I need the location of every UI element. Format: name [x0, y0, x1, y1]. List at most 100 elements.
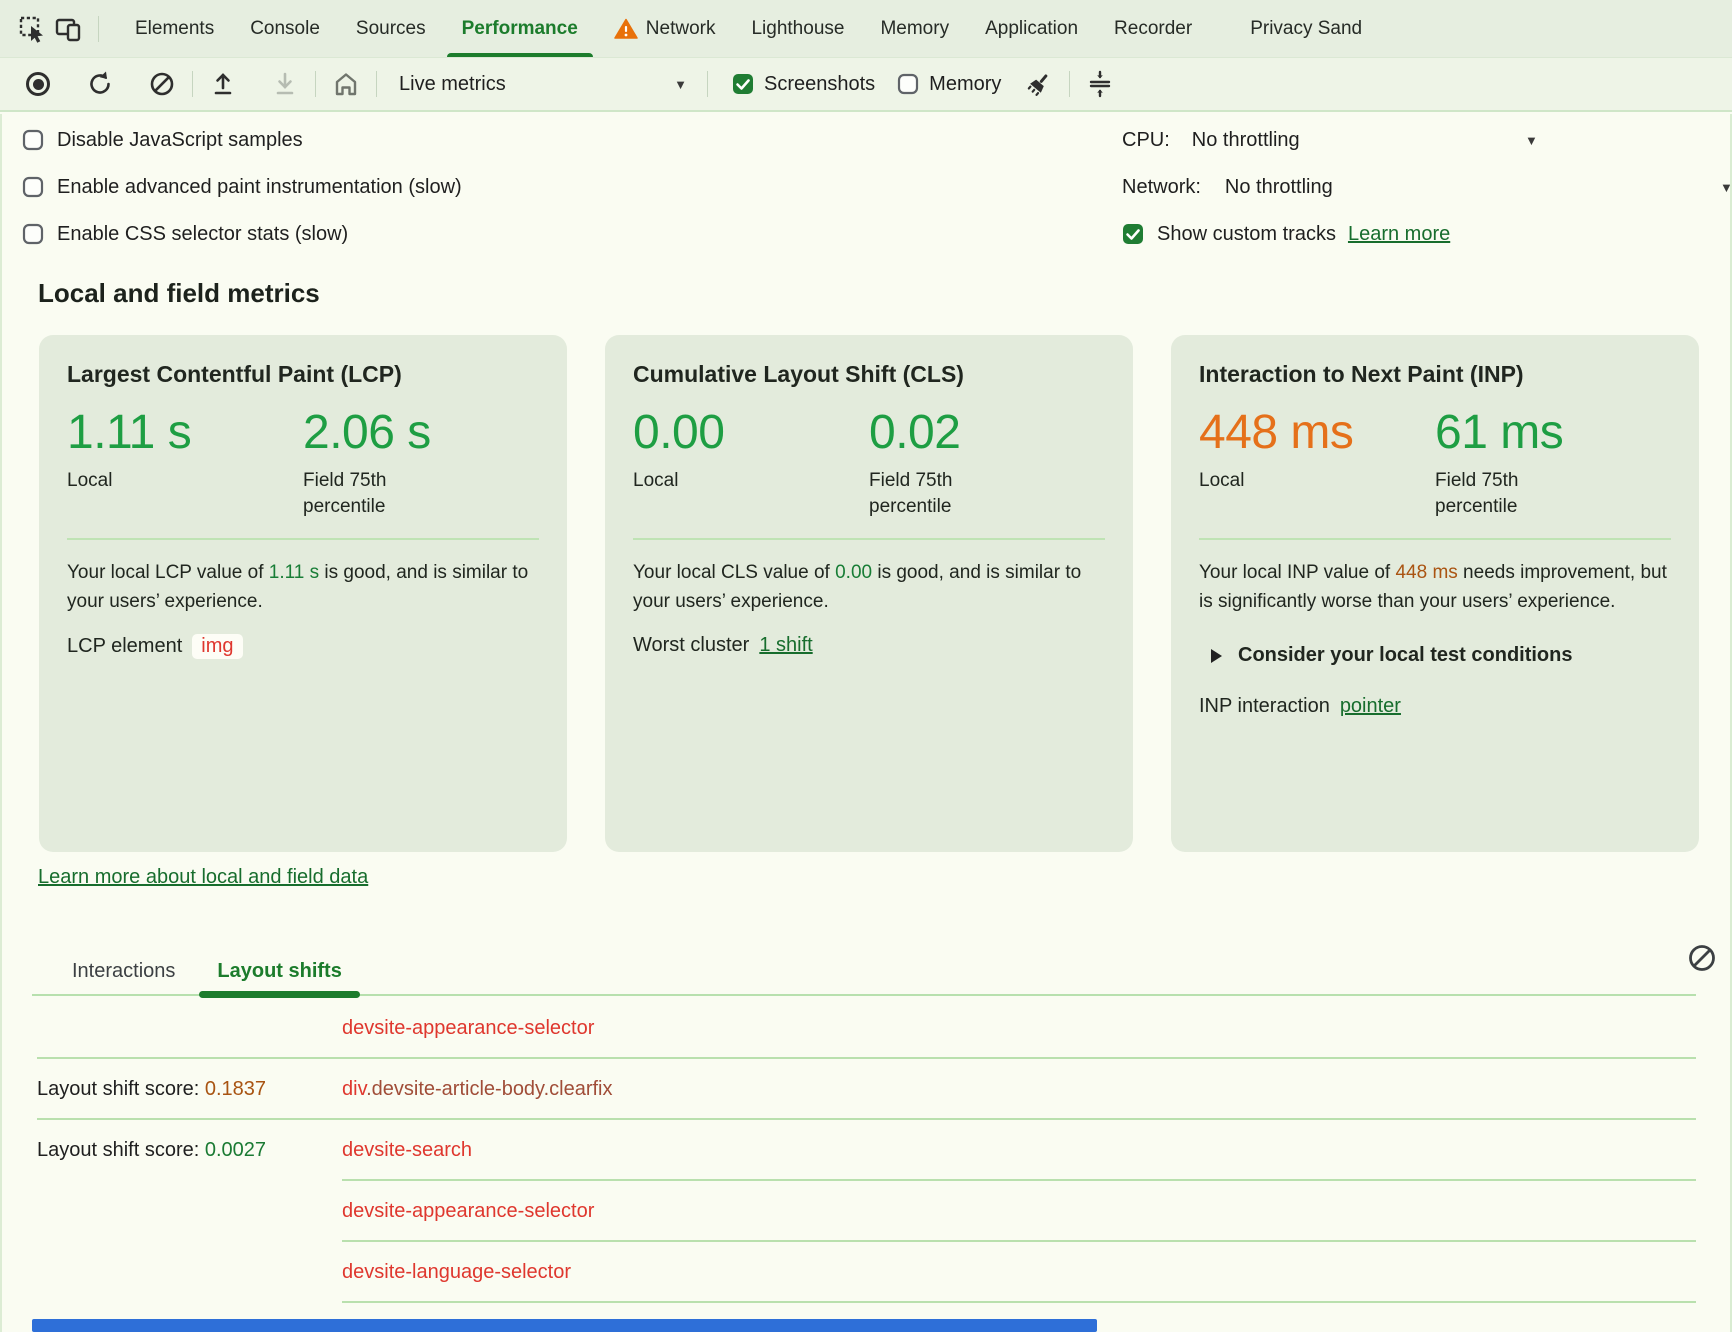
logs-tab-layout-shifts[interactable]: Layout shifts — [199, 948, 359, 994]
tab-label: Memory — [880, 18, 949, 40]
network-label: Network: — [1122, 176, 1201, 199]
inp-interaction-label: INP interaction — [1199, 695, 1330, 718]
field-value: 61 ms — [1435, 406, 1671, 460]
local-label: Local — [67, 468, 217, 494]
show-custom-tracks-checkbox[interactable]: Show custom tracks Learn more — [1122, 220, 1450, 248]
local-test-conditions-disclosure[interactable]: Consider your local test conditions — [1211, 644, 1671, 667]
cpu-label: CPU: — [1122, 129, 1170, 152]
card-divider — [67, 538, 539, 540]
layout-shift-row: Layout shift score: 0.0027devsite-search — [37, 1120, 1696, 1181]
shift-rows: devsite-appearance-selector Layout shift … — [37, 998, 1696, 1332]
local-value: 0.00 — [633, 406, 869, 460]
tab-label: Application — [985, 18, 1078, 40]
device-toolbar-icon[interactable] — [50, 11, 86, 47]
chevron-down-icon[interactable]: ▼ — [1525, 133, 1538, 148]
horizontal-scrollbar-thumb[interactable] — [32, 1319, 1097, 1332]
tab-label: Sources — [356, 18, 426, 40]
screenshots-label: Screenshots — [764, 73, 875, 96]
upload-profile-icon[interactable] — [205, 66, 241, 102]
shift-score-cell: Layout shift score: 0.1837 — [37, 1078, 342, 1101]
node-name: devsite-appearance-selector — [342, 1200, 594, 1222]
tab-performance[interactable]: Performance — [444, 0, 596, 58]
shift-score-cell: Layout shift score: 0.0027 — [37, 1139, 342, 1162]
option-label: Enable CSS selector stats (slow) — [57, 223, 348, 246]
inspect-element-icon[interactable] — [14, 11, 50, 47]
worst-cluster-label: Worst cluster — [633, 634, 749, 657]
field-label: Field 75th percentile — [869, 468, 1019, 520]
cpu-throttling-select[interactable]: No throttling — [1192, 129, 1300, 152]
tab-privacy-sand[interactable]: Privacy Sand — [1232, 0, 1380, 58]
record-icon[interactable] — [20, 66, 56, 102]
reload-and-record-icon[interactable] — [82, 66, 118, 102]
advanced-paint-checkbox[interactable]: Enable advanced paint instrumentation (s… — [22, 173, 462, 201]
shift-node-link[interactable]: devsite-appearance-selector — [342, 1017, 594, 1040]
card-title: Cumulative Layout Shift (CLS) — [633, 361, 1105, 388]
card-title: Interaction to Next Paint (INP) — [1199, 361, 1671, 388]
tab-label: Privacy Sand — [1250, 18, 1362, 40]
card-description: Your local LCP value of 1.11 s is good, … — [67, 558, 539, 616]
tab-network[interactable]: Network — [596, 0, 734, 58]
chevron-down-icon[interactable]: ▼ — [1720, 180, 1732, 195]
custom-tracks-label: Show custom tracks — [1157, 223, 1336, 246]
inp-interaction-link[interactable]: pointer — [1340, 695, 1401, 718]
logs-tab-interactions[interactable]: Interactions — [54, 948, 193, 994]
css-selector-stats-checkbox[interactable]: Enable CSS selector stats (slow) — [22, 220, 348, 248]
download-profile-icon[interactable] — [267, 66, 303, 102]
option-label: Disable JavaScript samples — [57, 129, 303, 152]
worst-cluster-link[interactable]: 1 shift — [759, 634, 812, 657]
layout-shift-row: devsite-language-selector — [37, 1242, 1696, 1303]
history-dropdown[interactable]: Live metrics ▼ — [399, 73, 687, 96]
tab-label: Console — [250, 18, 320, 40]
score-value: 0.1837 — [205, 1078, 266, 1100]
node-classes: .devsite-article-body.clearfix — [366, 1078, 612, 1100]
option-label: Enable advanced paint instrumentation (s… — [57, 176, 462, 199]
score-label: Layout shift score: — [37, 1078, 205, 1100]
tab-label: Performance — [462, 18, 578, 40]
logs-tabs: InteractionsLayout shifts — [32, 936, 1696, 996]
tab-sources[interactable]: Sources — [338, 0, 444, 58]
lcp-element-label: LCP element — [67, 635, 182, 658]
broom-icon[interactable] — [1021, 66, 1057, 102]
clear-log-icon[interactable] — [1686, 942, 1718, 974]
home-icon[interactable] — [328, 66, 364, 102]
learn-more-link[interactable]: Learn more — [1348, 223, 1450, 246]
lcp-element-node-link[interactable]: img — [192, 634, 242, 659]
performance-toolbar: Live metrics ▼ Screenshots Memory — [0, 58, 1732, 112]
collapse-tracks-icon[interactable] — [1082, 66, 1118, 102]
network-throttling-select[interactable]: No throttling — [1225, 176, 1333, 199]
node-name: devsite-search — [342, 1139, 472, 1161]
tab-console[interactable]: Console — [232, 0, 338, 58]
network-throttling-row: Network: No throttling ▼ — [1122, 173, 1732, 201]
inp-card: Interaction to Next Paint (INP) 448 ms L… — [1171, 335, 1699, 852]
tab-label: Network — [646, 18, 716, 40]
shift-node-link[interactable]: devsite-search — [342, 1139, 472, 1162]
layout-shift-row: devsite-appearance-selector — [37, 998, 1696, 1059]
tab-elements[interactable]: Elements — [117, 0, 232, 58]
section-heading: Local and field metrics — [38, 278, 320, 309]
shift-node-link[interactable]: devsite-language-selector — [342, 1261, 571, 1284]
tab-memory[interactable]: Memory — [862, 0, 967, 58]
disclosure-label: Consider your local test conditions — [1238, 644, 1573, 667]
local-value: 1.11 s — [67, 406, 303, 460]
layout-shift-row: devsite-appearance-selector — [37, 1181, 1696, 1242]
learn-more-field-data-link[interactable]: Learn more about local and field data — [38, 866, 368, 888]
screenshots-checkbox[interactable]: Screenshots — [732, 73, 875, 96]
shift-node-link[interactable]: devsite-appearance-selector — [342, 1200, 594, 1223]
node-tag: div — [342, 1078, 366, 1100]
tab-recorder[interactable]: Recorder — [1096, 0, 1210, 58]
disable-js-samples-checkbox[interactable]: Disable JavaScript samples — [22, 126, 303, 154]
shift-node-link[interactable]: div.devsite-article-body.clearfix — [342, 1078, 612, 1101]
score-label: Layout shift score: — [37, 1139, 205, 1161]
memory-checkbox[interactable]: Memory — [897, 73, 1001, 96]
tab-application[interactable]: Application — [967, 0, 1096, 58]
clear-icon[interactable] — [144, 66, 180, 102]
node-name: devsite-language-selector — [342, 1261, 571, 1283]
card-divider — [1199, 538, 1671, 540]
unchecked-checkbox-icon — [22, 176, 44, 198]
unchecked-checkbox-icon — [22, 223, 44, 245]
devtools-performance-panel: Elements Console Sources Performance Network… — [0, 0, 1732, 1332]
card-description: Your local CLS value of 0.00 is good, an… — [633, 558, 1105, 616]
checked-checkbox-icon — [732, 73, 754, 95]
tab-lighthouse[interactable]: Lighthouse — [733, 0, 862, 58]
tab-label: Lighthouse — [751, 18, 844, 40]
